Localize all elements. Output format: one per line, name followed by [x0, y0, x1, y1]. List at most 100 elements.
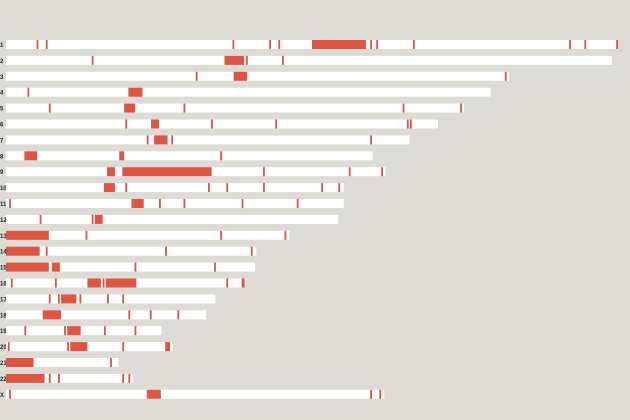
- highlight-segment: [48, 103, 51, 113]
- highlight-segment: [94, 214, 103, 224]
- highlight-segment: [106, 167, 115, 177]
- highlight-segment: [10, 278, 13, 288]
- highlight-segment: [370, 40, 372, 49]
- highlight-segment: [226, 183, 229, 193]
- chromosome-bar: [6, 135, 410, 145]
- chromosome-bar: [6, 373, 134, 383]
- highlight-segment: [110, 358, 112, 367]
- chromosome-row: 7: [0, 135, 410, 145]
- highlight-segment: [616, 40, 618, 49]
- highlight-segment: [146, 135, 149, 145]
- chromosome-bar: [6, 246, 257, 256]
- highlight-segment: [9, 389, 11, 399]
- highlight-segment: [70, 342, 88, 352]
- highlight-segment: [381, 167, 383, 177]
- highlight-segment: [124, 103, 136, 113]
- chromosome-label: 16: [0, 282, 7, 288]
- chromosome-label: 18: [0, 313, 7, 319]
- chromosome-label: 1: [0, 43, 4, 49]
- chromosome-bar: [6, 358, 119, 367]
- chromosome-label: 3: [0, 75, 4, 81]
- highlight-segment: [128, 373, 131, 383]
- chromosome-bar: [6, 199, 344, 208]
- chromosome-row: 12: [0, 214, 339, 224]
- chromosome-row: 11: [0, 199, 344, 208]
- highlight-segment: [284, 230, 287, 240]
- chromosome-label: 7: [0, 138, 4, 144]
- chromosome-bar: [6, 230, 290, 240]
- chromosome-label: 22: [0, 377, 7, 383]
- highlight-segment: [376, 40, 379, 49]
- chromosome-row: 5: [0, 103, 464, 113]
- highlight-segment: [245, 55, 248, 65]
- highlight-segment: [460, 103, 462, 113]
- highlight-segment: [36, 40, 39, 49]
- chromosome-bar: [6, 294, 216, 304]
- highlight-segment: [7, 342, 10, 352]
- highlight-segment: [412, 40, 415, 49]
- highlight-segment: [45, 246, 48, 256]
- chromosome-row: 2: [0, 55, 612, 65]
- chromosome-row: 9: [0, 167, 386, 177]
- highlight-segment: [166, 342, 171, 352]
- highlight-segment: [171, 135, 174, 145]
- chromosome-label: 15: [0, 266, 7, 272]
- highlight-segment: [165, 342, 167, 352]
- highlight-segment: [24, 326, 27, 336]
- highlight-segment: [159, 389, 161, 399]
- highlight-segment: [6, 230, 49, 240]
- chromosome-label: 14: [0, 250, 7, 256]
- highlight-segment: [119, 151, 125, 161]
- highlight-segment: [125, 119, 128, 129]
- chromosome-row: 20: [0, 342, 173, 352]
- highlight-segment: [312, 40, 366, 49]
- highlight-segment: [177, 310, 180, 320]
- highlight-segment: [278, 40, 281, 49]
- highlight-segment: [6, 373, 45, 383]
- chromosome-row: 10: [0, 183, 344, 193]
- highlight-segment: [282, 55, 284, 65]
- highlight-segment: [348, 167, 351, 177]
- highlight-segment: [183, 199, 186, 208]
- chromosome-row: 8: [0, 151, 373, 161]
- chromosome-label: 4: [0, 91, 4, 97]
- chromosome-bar: [6, 119, 439, 129]
- chromosome-bar: [6, 183, 344, 193]
- chromosome-label: 20: [0, 345, 7, 351]
- highlight-segment: [87, 278, 101, 288]
- chromosome-row: 18: [0, 310, 207, 320]
- chromosome-row: 1: [0, 40, 618, 49]
- highlight-segment: [241, 199, 244, 208]
- chromosome-row: 4: [0, 87, 491, 97]
- chromosome-bar: [6, 55, 612, 65]
- highlight-segment: [106, 294, 109, 304]
- chromosome-row: 21: [0, 358, 119, 367]
- chromosome-label: X: [0, 393, 4, 399]
- highlight-segment: [159, 199, 161, 208]
- highlight-segment: [24, 151, 38, 161]
- chromosome-label: 9: [0, 170, 4, 176]
- chromosome-label: 8: [0, 154, 4, 160]
- chromosome-label: 17: [0, 297, 7, 303]
- highlight-segment: [9, 199, 11, 208]
- chromosome-row: X: [0, 389, 385, 399]
- highlight-segment: [296, 199, 299, 208]
- chromosome-label: 11: [0, 202, 7, 208]
- chromosome-label: 21: [0, 361, 7, 367]
- chromosome-row: 16: [0, 278, 246, 288]
- highlight-segment: [146, 389, 149, 399]
- highlight-segment: [151, 119, 159, 129]
- highlight-segment: [103, 326, 106, 336]
- highlight-segment: [51, 262, 60, 272]
- highlight-segment: [133, 199, 144, 208]
- chromosome-row: 14: [0, 246, 257, 256]
- chromosome-bar: [6, 310, 207, 320]
- chromosome-row: 19: [0, 326, 162, 336]
- chromosome-label: 5: [0, 107, 4, 113]
- highlight-segment: [134, 262, 137, 272]
- highlight-segment: [250, 246, 253, 256]
- highlight-segment: [6, 246, 40, 256]
- chromosome-row: 17: [0, 294, 216, 304]
- highlight-segment: [263, 183, 265, 193]
- chromosome-bar: [6, 151, 373, 161]
